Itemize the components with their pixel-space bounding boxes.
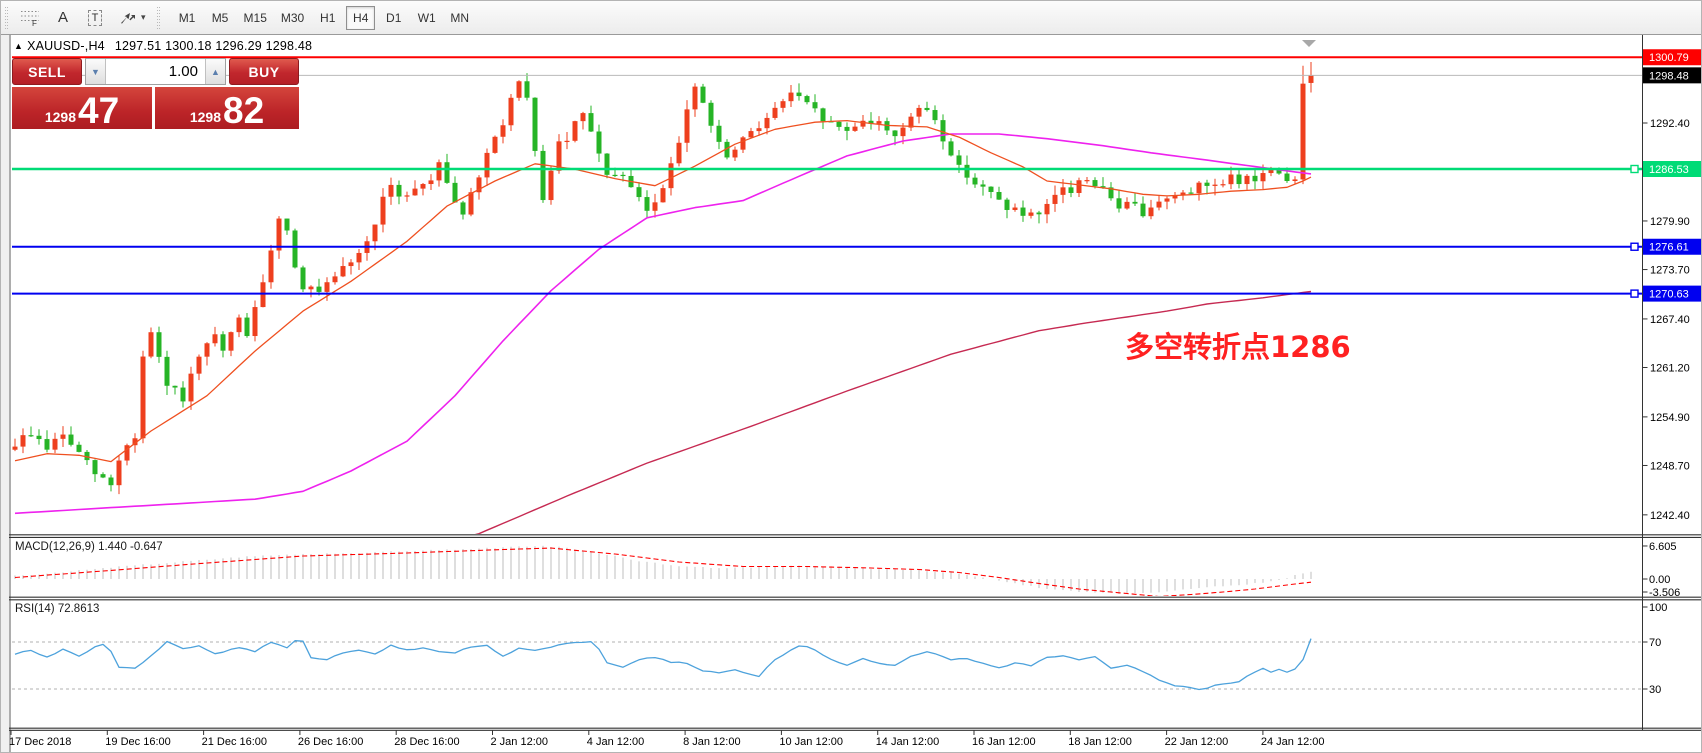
time-axis-label: 22 Jan 12:00 (1165, 736, 1229, 748)
timeframe-button-d1[interactable]: D1 (379, 6, 408, 30)
time-axis-label: 2 Jan 12:00 (491, 736, 549, 748)
svg-text:-3.506: -3.506 (1649, 587, 1680, 599)
svg-text:1276.61: 1276.61 (1649, 242, 1689, 254)
svg-text:1261.20: 1261.20 (1650, 363, 1690, 375)
rsi-pane (12, 638, 1641, 691)
timeframe-button-h4[interactable]: H4 (346, 5, 376, 30)
symbol-label: XAUUSD-,H4 (27, 39, 105, 53)
text-tool-icon: A (57, 9, 68, 26)
timeframe-button-m30[interactable]: M30 (276, 6, 309, 30)
time-axis-label: 17 Dec 2018 (9, 736, 71, 748)
time-axis-label: 26 Dec 16:00 (298, 736, 363, 748)
buy-price-display[interactable]: 1298 82 (155, 87, 299, 129)
buy-button[interactable]: BUY (229, 58, 299, 85)
chart-header: ▲ XAUUSD-,H4 1297.51 1300.18 1296.29 1298.… (14, 39, 312, 53)
timeframe-button-mn[interactable]: MN (445, 6, 474, 30)
svg-text:1270.63: 1270.63 (1649, 289, 1689, 301)
svg-text:1298.48: 1298.48 (1649, 70, 1689, 82)
one-click-trade-panel: SELL ▼ 1.00 ▲ BUY 1298 47 1298 82 (12, 58, 299, 129)
sell-price-display[interactable]: 1298 47 (12, 87, 152, 129)
toolbar-drag-grip[interactable] (4, 6, 9, 29)
time-axis-label: 24 Jan 12:00 (1261, 736, 1325, 748)
svg-text:1300.79: 1300.79 (1649, 52, 1689, 64)
volume-spinner: ▼ 1.00 ▲ (85, 58, 226, 85)
text-label-tool-icon: T (87, 9, 103, 26)
time-axis-label: 21 Dec 16:00 (202, 736, 267, 748)
buy-price-pips: 82 (223, 89, 265, 131)
arrow-tools-button[interactable]: ▾ (114, 5, 150, 31)
volume-input[interactable]: 1.00 (168, 63, 198, 80)
time-axis-label: 14 Jan 12:00 (876, 736, 940, 748)
buy-price-main: 1298 (189, 109, 221, 125)
toolbar: F A T ▾ M1 M5 M15 M30 H1 H4 D1 W1 MN (1, 1, 1701, 35)
time-axis-label: 10 Jan 12:00 (779, 736, 843, 748)
svg-text:1267.40: 1267.40 (1650, 314, 1690, 326)
time-axis-label: 16 Jan 12:00 (972, 736, 1036, 748)
chevron-down-icon: ▼ (91, 66, 100, 77)
volume-decrease-button[interactable]: ▼ (86, 59, 106, 84)
svg-text:70: 70 (1649, 637, 1661, 649)
svg-text:100: 100 (1649, 602, 1667, 614)
macd-label: MACD(12,26,9) 1.440 -0.647 (15, 541, 163, 553)
text-label-tool-button[interactable]: T (82, 5, 108, 31)
fibonacci-retracement-icon: F (21, 10, 39, 27)
sell-price-pips: 47 (78, 89, 120, 131)
svg-text:1286.53: 1286.53 (1649, 164, 1689, 176)
timeframe-button-m5[interactable]: M5 (206, 6, 235, 30)
time-axis-label: 28 Dec 16:00 (394, 736, 459, 748)
chevron-down-icon: ▾ (141, 12, 146, 22)
svg-text:1292.40: 1292.40 (1650, 118, 1690, 130)
svg-text:0.00: 0.00 (1649, 574, 1670, 586)
main-price-pane (12, 62, 1314, 534)
fibonacci-tool-button[interactable]: F (16, 5, 44, 31)
symbol-direction-icon: ▲ (14, 41, 24, 51)
time-axis-label: 19 Dec 16:00 (105, 736, 170, 748)
svg-text:6.605: 6.605 (1649, 541, 1677, 553)
sell-button[interactable]: SELL (12, 58, 82, 85)
macd-pane (14, 545, 1312, 596)
sell-price-main: 1298 (44, 109, 76, 125)
text-tool-button[interactable]: A (50, 5, 76, 31)
svg-text:1273.70: 1273.70 (1650, 265, 1690, 277)
rsi-label: RSI(14) 72.8613 (15, 603, 100, 615)
time-axis-label: 18 Jan 12:00 (1068, 736, 1132, 748)
arrow-tools-icon (121, 12, 135, 24)
timeframe-button-m15[interactable]: M15 (239, 6, 272, 30)
svg-text:1254.90: 1254.90 (1650, 412, 1690, 424)
chevron-up-icon: ▲ (211, 66, 220, 77)
svg-text:1242.40: 1242.40 (1650, 510, 1690, 522)
timeframe-button-w1[interactable]: W1 (412, 6, 441, 30)
svg-text:1248.70: 1248.70 (1650, 460, 1690, 472)
time-axis-label: 4 Jan 12:00 (587, 736, 645, 748)
svg-text:1279.90: 1279.90 (1650, 216, 1690, 228)
ohlc-readout: 1297.51 1300.18 1296.29 1298.48 (114, 39, 313, 53)
time-axis-label: 8 Jan 12:00 (683, 736, 741, 748)
timeframe-button-m1[interactable]: M1 (173, 6, 202, 30)
timeframe-group: M1 M5 M15 M30 H1 H4 D1 W1 MN (171, 5, 477, 30)
chart-annotation-text: 多空转折点1286 (1125, 330, 1351, 364)
toolbar-separator-grip[interactable] (155, 6, 161, 29)
svg-text:30: 30 (1649, 684, 1661, 696)
volume-increase-button[interactable]: ▲ (205, 59, 225, 84)
timeframe-button-h1[interactable]: H1 (313, 6, 342, 30)
svg-text:F: F (32, 19, 37, 27)
